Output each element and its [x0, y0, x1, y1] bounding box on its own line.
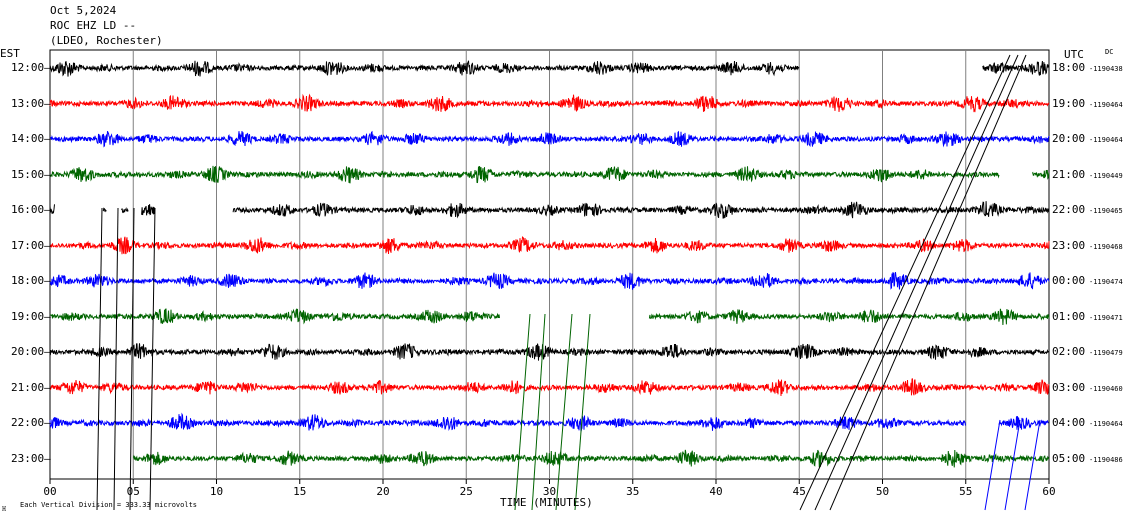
- trace-1700: [49, 236, 1050, 255]
- dc-offset-value: -1190464: [1089, 420, 1123, 428]
- x-axis-label: TIME (MINUTES): [500, 496, 593, 509]
- dc-offset-value: -1190479: [1089, 349, 1123, 357]
- x-tick-label: 50: [875, 485, 890, 498]
- trace-1600: [102, 207, 107, 213]
- utc-label: 05:00: [1052, 451, 1086, 465]
- dc-offset-value: -1190486: [1089, 455, 1123, 464]
- trace-1500: [49, 165, 1000, 184]
- station-code: ROC EHZ LD --: [50, 19, 137, 32]
- utc-label: 18:00: [1052, 61, 1086, 74]
- utc-label: 20:00: [1052, 132, 1086, 145]
- utc-label: 03:00: [1052, 380, 1086, 394]
- utc-label: 00:00: [1052, 274, 1086, 287]
- calibration-line: [514, 313, 531, 511]
- est-label: 16:00—: [11, 203, 51, 216]
- dc-offset-value: -1190449: [1089, 171, 1123, 180]
- trace-1800: [49, 271, 1050, 290]
- calibration-line: [113, 207, 119, 511]
- dc-offset-value: -1190464: [1089, 100, 1123, 109]
- scale-note: Each Vertical Division = 333.33 microvol…: [20, 501, 198, 509]
- est-label: 12:00—: [11, 61, 51, 74]
- x-tick-label: 40: [709, 485, 723, 498]
- dc-offset-value: -1190468: [1089, 242, 1123, 251]
- trace-1200: [49, 60, 800, 77]
- calibration-line: [829, 54, 1027, 511]
- x-tick-label: 05: [126, 485, 140, 498]
- trace-1600: [49, 204, 55, 214]
- est-label: 14:00—: [11, 132, 51, 145]
- dc-offset-value: -1190460: [1089, 384, 1123, 393]
- calibration-line: [799, 54, 1011, 511]
- x-tick-label: 55: [959, 485, 973, 498]
- est-label: 15:00—: [11, 167, 51, 181]
- trace-2200: [998, 416, 1049, 430]
- x-tick-label: 20: [376, 485, 390, 498]
- calibration-line: [531, 313, 546, 511]
- station-location: (LDEO, Rochester): [50, 34, 163, 47]
- trace-1600: [232, 201, 1050, 219]
- calibration-line: [555, 313, 573, 511]
- dc-offset-value: -1190464: [1089, 136, 1123, 144]
- est-label: 13:00—: [11, 96, 51, 110]
- left-axis-title: EST: [0, 47, 20, 60]
- utc-label: 23:00: [1052, 238, 1086, 252]
- trace-1200: [982, 60, 1050, 76]
- trace-1900: [648, 308, 1050, 326]
- calibration-line: [129, 207, 135, 511]
- dc-label: DC: [1105, 48, 1114, 56]
- x-tick-label: 35: [626, 485, 640, 498]
- trace-1600: [121, 206, 129, 214]
- dc-offset-value: -1190471: [1089, 313, 1123, 322]
- trace-1900: [49, 308, 500, 325]
- calibration-line: [149, 207, 156, 511]
- calibration-line: [96, 207, 103, 511]
- x-tick-label: 30: [542, 485, 557, 498]
- est-label: 20:00—: [11, 345, 51, 358]
- est-label: 19:00—: [11, 309, 51, 323]
- calibration-line: [984, 419, 1001, 511]
- utc-label: 01:00: [1052, 309, 1086, 323]
- est-label: 17:00—: [11, 238, 51, 252]
- trace-2200: [49, 412, 966, 432]
- x-tick-label: 60: [1042, 485, 1056, 498]
- utc-label: 02:00: [1052, 345, 1086, 358]
- trace-1400: [49, 130, 1050, 148]
- est-label: 23:00—: [11, 451, 51, 465]
- trace-1300: [49, 93, 1050, 113]
- calibration-line: [814, 54, 1019, 511]
- right-axis-title: UTC: [1064, 48, 1084, 61]
- utc-label: 21:00: [1052, 167, 1086, 181]
- trace-2000: [49, 343, 1050, 361]
- est-label: 21:00—: [11, 380, 51, 394]
- dc-offset-value: -1190474: [1089, 278, 1123, 286]
- trace-1600: [141, 204, 156, 216]
- x-tick-label: 00: [43, 485, 57, 498]
- footer-mark: ℍ: [2, 505, 7, 513]
- calibration-line: [1024, 419, 1041, 511]
- trace-2300: [132, 449, 1050, 468]
- dc-offset-value: -1190438: [1089, 65, 1123, 73]
- x-tick-label: 15: [293, 485, 307, 498]
- utc-label: 04:00: [1052, 416, 1086, 429]
- dc-offset-value: -1190465: [1089, 207, 1123, 215]
- x-tick-label: 25: [459, 485, 473, 498]
- est-label: 22:00—: [11, 416, 51, 429]
- calibration-line: [1004, 419, 1021, 511]
- calibration-line: [574, 313, 591, 511]
- est-label: 18:00—: [11, 274, 51, 287]
- x-tick-label: 10: [209, 485, 224, 498]
- trace-1500: [1031, 169, 1050, 180]
- trace-2100: [49, 378, 1050, 397]
- x-tick-label: 45: [792, 485, 806, 498]
- utc-label: 19:00: [1052, 96, 1086, 110]
- station-date: Oct 5,2024: [50, 4, 117, 17]
- utc-label: 22:00: [1052, 203, 1086, 216]
